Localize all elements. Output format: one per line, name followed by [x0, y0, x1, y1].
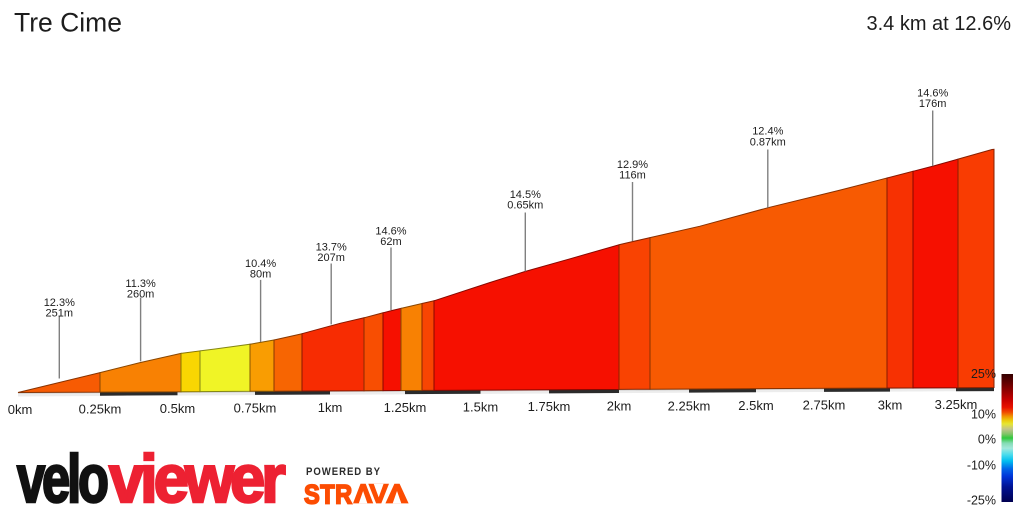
svg-text:260m: 260m [127, 289, 155, 301]
svg-text:-10%: -10% [967, 459, 996, 473]
svg-text:0%: 0% [978, 433, 996, 447]
svg-text:2km: 2km [607, 399, 632, 414]
svg-text:11.3%: 11.3% [125, 278, 156, 290]
svg-text:2.25km: 2.25km [668, 398, 711, 413]
svg-text:13.7%: 13.7% [316, 242, 347, 254]
svg-text:176m: 176m [919, 98, 947, 110]
svg-text:251m: 251m [46, 307, 74, 319]
svg-text:2.75km: 2.75km [803, 398, 846, 413]
svg-text:80m: 80m [250, 269, 271, 281]
svg-text:STR: STR [304, 480, 352, 510]
svg-text:10%: 10% [971, 408, 996, 422]
svg-text:2.5km: 2.5km [738, 398, 773, 413]
svg-text:0.87km: 0.87km [750, 136, 786, 148]
svg-text:25%: 25% [971, 367, 996, 381]
svg-text:14.6%: 14.6% [375, 226, 406, 238]
svg-text:1.5km: 1.5km [463, 399, 498, 414]
svg-text:3.25km: 3.25km [935, 397, 978, 412]
svg-text:10.4%: 10.4% [245, 258, 276, 270]
svg-text:Tre Cime: Tre Cime [14, 8, 122, 38]
svg-text:0.65km: 0.65km [507, 200, 543, 212]
svg-text:0km: 0km [8, 402, 33, 417]
svg-text:62m: 62m [380, 236, 401, 248]
svg-text:12.9%: 12.9% [617, 159, 648, 171]
svg-text:12.4%: 12.4% [752, 126, 783, 138]
svg-text:1.75km: 1.75km [528, 399, 571, 414]
svg-text:116m: 116m [619, 170, 646, 182]
svg-text:207m: 207m [317, 252, 345, 264]
svg-text:3.4 km at 12.6%: 3.4 km at 12.6% [866, 13, 1011, 35]
svg-text:0.25km: 0.25km [79, 402, 122, 417]
svg-text:-25%: -25% [967, 494, 996, 508]
svg-text:3km: 3km [878, 397, 903, 412]
svg-text:0.5km: 0.5km [160, 401, 195, 416]
svg-text:12.3%: 12.3% [44, 297, 75, 309]
svg-text:0.75km: 0.75km [234, 401, 277, 416]
svg-text:1km: 1km [318, 400, 343, 415]
svg-text:14.5%: 14.5% [510, 189, 541, 201]
svg-text:1.25km: 1.25km [384, 400, 427, 415]
svg-text:14.6%: 14.6% [917, 87, 948, 99]
